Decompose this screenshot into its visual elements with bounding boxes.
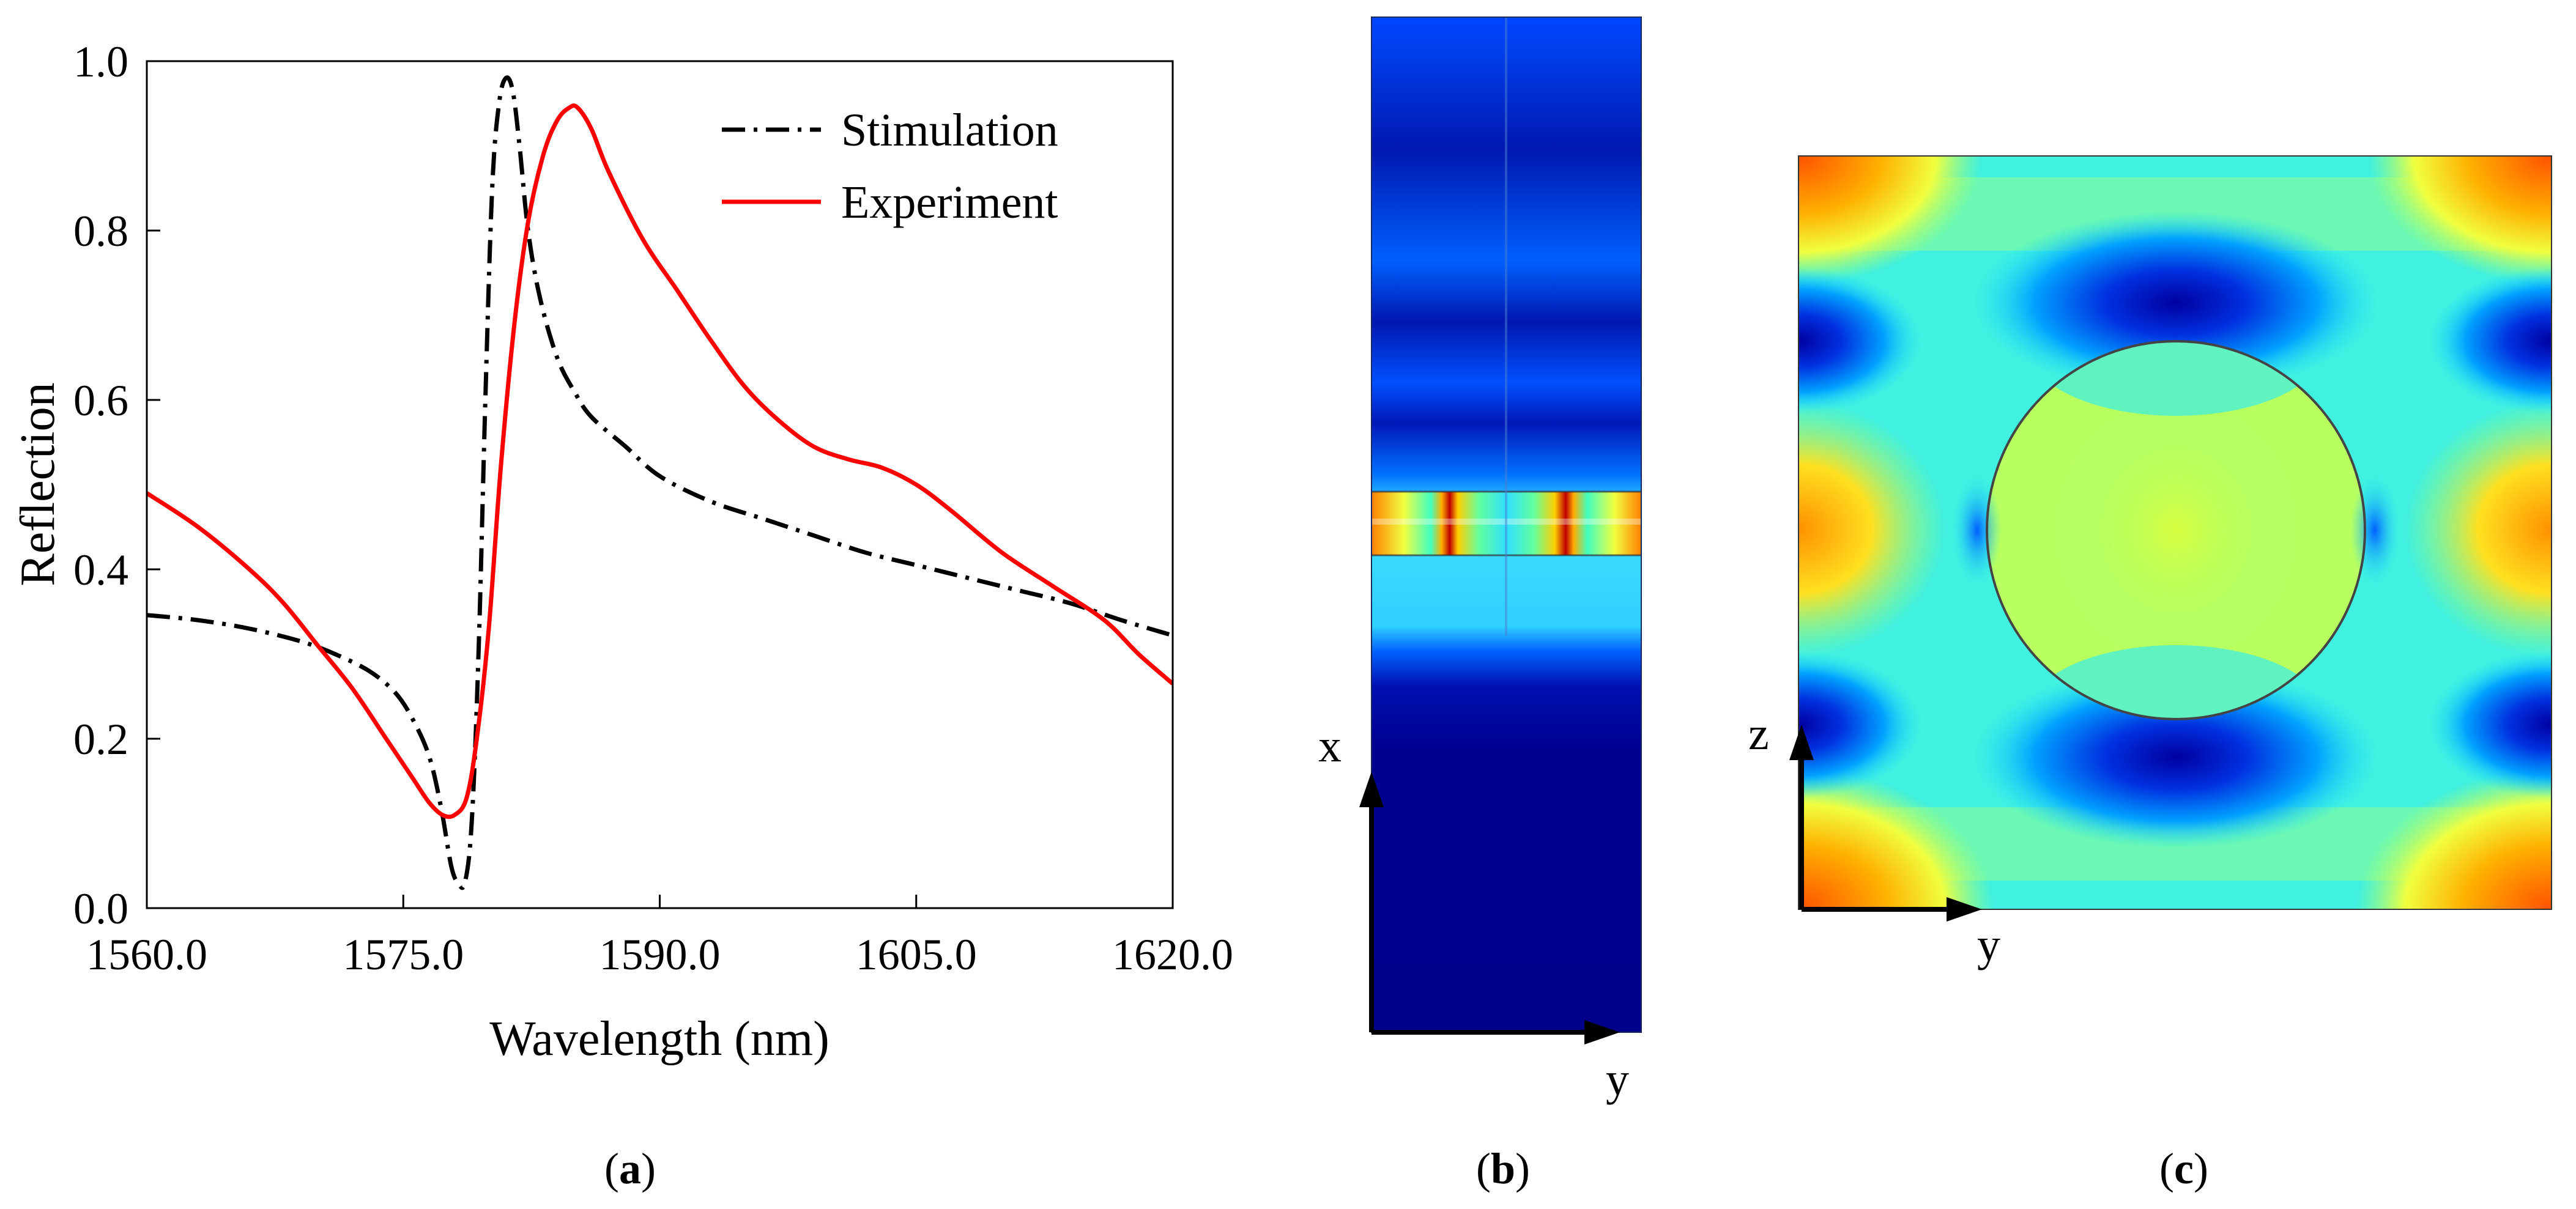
field-map-c-circle-center: [2054, 396, 2298, 665]
axis-label-b-y: y: [1606, 1054, 1629, 1105]
y-tick-label: 0.0: [73, 884, 128, 933]
field-map-c-minimum: [1974, 211, 2378, 394]
y-axis-arrowhead-c: [1947, 897, 1982, 922]
field-map-c-hotspot: [1798, 401, 1945, 657]
y-tick-label: 0.8: [73, 207, 128, 256]
field-map-c-hotspot: [2405, 401, 2552, 657]
y-tick-label: 0.2: [73, 715, 128, 764]
field-map-c-circle-top-cyan: [2029, 341, 2323, 416]
axis-label-c-y: y: [1977, 919, 2000, 971]
field-map-c-minimum: [1798, 651, 1921, 798]
tick-labels: 1560.0 1575.0 1590.0 1605.0 1620.0 0.0 0.2 0.4 0…: [73, 37, 1233, 979]
series-group: [147, 75, 1173, 890]
x-tick-label: 1560.0: [86, 930, 207, 979]
caption-a: (a): [604, 1144, 656, 1193]
field-map-c-circle-right-red: [2267, 347, 2365, 714]
field-map-c-frame: [1798, 155, 2552, 910]
field-map-c-hotspot: [1798, 769, 1994, 909]
legend-label-stimulation: Stimulation: [841, 105, 1058, 156]
axis-label-b-x: x: [1318, 720, 1342, 772]
y-axis-label: Reflection: [11, 382, 65, 586]
series-line-stimulation: [147, 75, 1173, 890]
axis-label-c-z: z: [1748, 708, 1769, 760]
field-map-c-hotspot: [2356, 769, 2552, 909]
field-map-c-circle-outline: [1986, 340, 2366, 720]
field-map-c-minimum: [1974, 665, 2378, 849]
field-map-c-circle-left-red: [1987, 347, 2085, 714]
plot-frame: [146, 60, 1174, 909]
x-tick-label: 1620.0: [1112, 930, 1233, 979]
axes-arrows-b: [1359, 772, 1620, 1044]
x-tick-label: 1575.0: [343, 930, 464, 979]
field-map-c-circle-bottom-cyan: [2029, 645, 2323, 719]
y-tick-label: 0.6: [73, 376, 128, 425]
x-axis-arrowhead-b: [1359, 772, 1384, 807]
svg-text:(c): (c): [2159, 1144, 2208, 1193]
field-map-c-hotspot: [2368, 156, 2552, 284]
y-axis-arrowhead-b: [1584, 1020, 1620, 1044]
x-axis-label: Wavelength (nm): [489, 1012, 830, 1066]
field-map-c-hotspot: [1798, 156, 1982, 284]
axes-arrows-c: [1789, 725, 1982, 922]
legend: Stimulation Experiment: [722, 105, 1058, 228]
field-map-c-minimum: [1798, 267, 1921, 414]
z-axis-arrowhead-c: [1789, 725, 1814, 760]
series-line-experiment: [147, 103, 1173, 819]
legend-label-experiment: Experiment: [841, 177, 1058, 228]
field-map-c-edge-dot-left: [1953, 475, 2002, 585]
panel-b-field-map: x y: [1318, 17, 1642, 1105]
caption-b-letter: b: [1491, 1144, 1515, 1193]
svg-text:(b): (b): [1476, 1144, 1530, 1193]
caption-a-letter: a: [619, 1144, 641, 1193]
y-tick-label: 1.0: [73, 37, 128, 86]
svg-text:(a): (a): [604, 1144, 656, 1193]
caption-c-letter: c: [2174, 1144, 2194, 1193]
field-map-c-minimum: [2429, 651, 2552, 798]
field-map-c-minimum: [2429, 267, 2552, 414]
caption-b: (b): [1476, 1144, 1530, 1193]
x-tick-label: 1605.0: [856, 930, 977, 979]
panel-c-field-map: z y: [1748, 155, 2552, 971]
panel-a-line-chart: 1560.0 1575.0 1590.0 1605.0 1620.0 0.0 0.2 0.4 0…: [11, 37, 1233, 1066]
caption-c: (c): [2159, 1144, 2208, 1193]
x-tick-label: 1590.0: [599, 930, 721, 979]
y-tick-label: 0.4: [73, 545, 128, 594]
field-map-c-edge-dot-right: [2350, 475, 2399, 585]
